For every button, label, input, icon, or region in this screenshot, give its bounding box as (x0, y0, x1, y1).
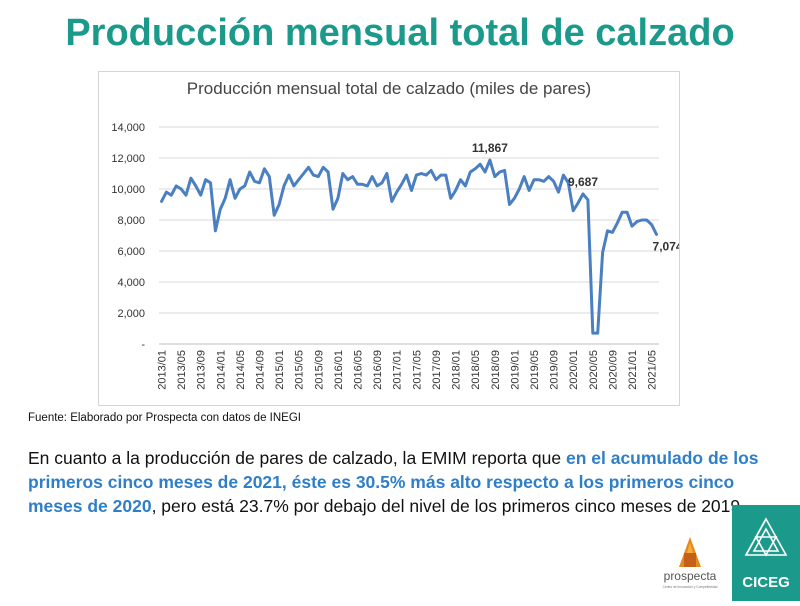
data-label: 11,867 (472, 141, 508, 155)
x-tick-label: 2015/09 (313, 350, 325, 390)
x-tick-label: 2019/01 (509, 350, 521, 390)
y-tick-label: 10,000 (111, 184, 145, 196)
y-tick-label: 4,000 (117, 277, 145, 289)
line-chart: Producción mensual total de calzado (mil… (111, 79, 679, 390)
x-tick-label: 2017/09 (431, 350, 443, 390)
prospecta-logo-subtitle: Centro de Innovación y Competitividad (663, 585, 718, 589)
x-tick-label: 2021/05 (647, 350, 659, 390)
x-tick-label: 2020/09 (607, 350, 619, 390)
data-label: 9,687 (568, 175, 598, 189)
y-tick-label: 12,000 (111, 153, 145, 165)
y-tick-label: - (141, 339, 145, 351)
x-tick-label: 2016/05 (353, 350, 365, 390)
body-paragraph: En cuanto a la producción de pares de ca… (28, 446, 763, 518)
ciceg-logo-mark: CICEG (742, 517, 790, 591)
x-tick-label: 2018/05 (470, 350, 482, 390)
x-tick-label: 2017/01 (392, 350, 404, 390)
x-tick-label: 2016/09 (372, 350, 384, 390)
x-tick-label: 2014/01 (215, 350, 227, 390)
x-tick-label: 2015/01 (274, 350, 286, 390)
x-tick-label: 2019/05 (529, 350, 541, 390)
paragraph-text-2: , pero está 23.7% por debajo del nivel d… (151, 496, 745, 516)
ciceg-logo-text: CICEG (742, 574, 790, 591)
x-tick-label: 2019/09 (549, 350, 561, 390)
paragraph-highlight: en el acumulado de los primeros cinco me… (28, 448, 759, 516)
x-tick-label: 2013/09 (196, 350, 208, 390)
x-tick-label: 2020/01 (568, 350, 580, 390)
y-tick-label: 2,000 (117, 308, 145, 320)
x-tick-label: 2014/09 (254, 350, 266, 390)
x-tick-label: 2013/01 (156, 350, 168, 390)
x-tick-label: 2018/01 (451, 350, 463, 390)
page-title: Producción mensual total de calzado (65, 12, 735, 54)
x-tick-label: 2021/01 (627, 350, 639, 390)
y-tick-label: 8,000 (117, 215, 145, 227)
prospecta-logo: prospecta Centro de Innovación y Competi… (655, 533, 725, 593)
x-tick-label: 2017/05 (411, 350, 423, 390)
ciceg-logo: CICEG (732, 505, 800, 601)
prospecta-logo-mark: prospecta Centro de Innovación y Competi… (663, 537, 718, 589)
x-tick-label: 2016/01 (333, 350, 345, 390)
prospecta-logo-text: prospecta (664, 569, 717, 583)
x-tick-label: 2020/05 (588, 350, 600, 390)
source-note: Fuente: Elaborado por Prospecta con dato… (28, 412, 301, 424)
data-label: 7,074 (653, 239, 679, 253)
x-tick-label: 2018/09 (490, 350, 502, 390)
x-tick-label: 2015/05 (294, 350, 306, 390)
x-tick-label: 2014/05 (235, 350, 247, 390)
chart-title: Producción mensual total de calzado (mil… (187, 79, 591, 98)
paragraph-text-1: En cuanto a la producción de pares de ca… (28, 448, 566, 468)
series-line (160, 158, 658, 335)
y-tick-label: 14,000 (111, 122, 145, 134)
chart-container: Producción mensual total de calzado (mil… (98, 71, 680, 406)
y-tick-label: 6,000 (117, 246, 145, 258)
x-tick-label: 2013/05 (176, 350, 188, 390)
